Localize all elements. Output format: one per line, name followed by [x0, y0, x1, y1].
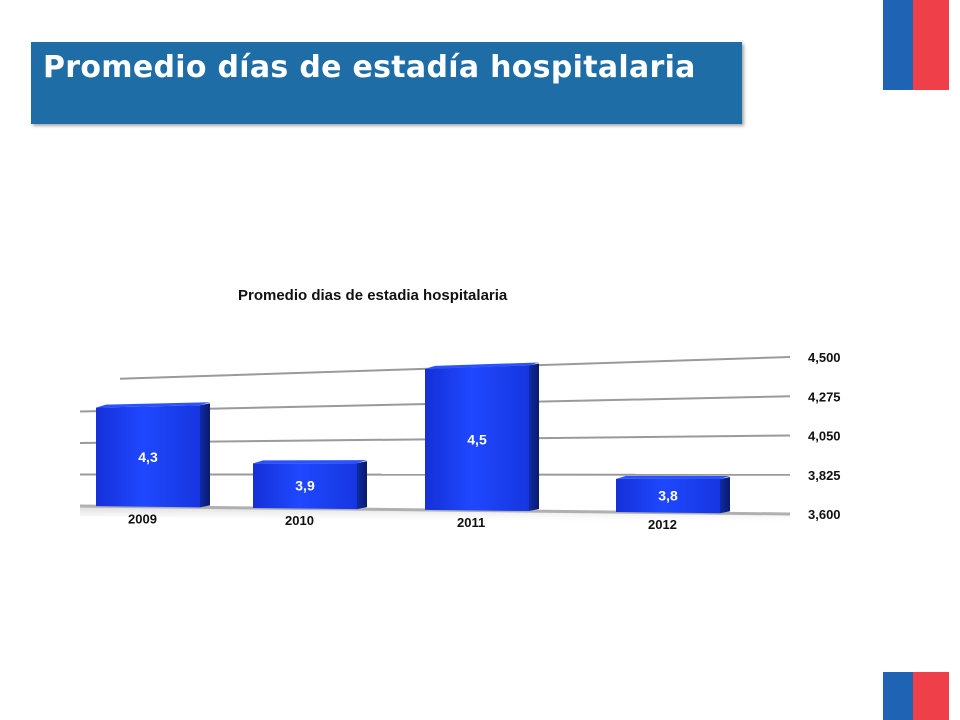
- flag-red-band: [913, 672, 949, 720]
- bar-side: [720, 477, 730, 514]
- floor-plane: [80, 506, 790, 524]
- bar-value-label: 3,9: [295, 478, 315, 494]
- bar-value-label: 3,8: [658, 487, 678, 503]
- bar-front: [96, 405, 200, 508]
- y-tick-label: 4,275: [808, 389, 841, 404]
- x-axis-categories: 2009 2010 2011 2012: [128, 511, 677, 532]
- slide-title: Promedio días de estadía hospitalaria: [43, 50, 696, 85]
- bar: 3,8: [616, 475, 730, 514]
- bar-side: [529, 363, 539, 512]
- x-category-label: 2011: [457, 515, 485, 530]
- bar-front: [616, 478, 720, 514]
- bar: 3,9: [253, 460, 367, 510]
- chart-floor: [80, 506, 790, 524]
- slide-title-banner: Promedio días de estadía hospitalaria: [31, 42, 742, 124]
- x-category-label: 2009: [128, 511, 157, 526]
- chart-title: Promedio dias de estadia hospitalaria: [238, 287, 508, 304]
- bar-top: [616, 475, 730, 480]
- bar-top: [253, 460, 367, 464]
- y-tick-label: 3,825: [808, 468, 841, 483]
- bar-value-label: 4,5: [467, 431, 487, 447]
- x-category-label: 2012: [648, 517, 677, 532]
- bar-top: [96, 402, 210, 408]
- flag-red-band: [913, 0, 949, 90]
- y-tick-label: 4,500: [808, 350, 841, 365]
- bar-value-label: 4,3: [138, 449, 158, 465]
- bar: 4,5: [425, 362, 539, 512]
- y-tick-label: 4,050: [808, 429, 841, 444]
- bar-side: [200, 403, 210, 508]
- flag-blue-band: [883, 672, 913, 720]
- flag-blue-band: [883, 0, 913, 90]
- chile-flag-stripe-bottom: [883, 672, 949, 720]
- bars: 4,3 3,9 4,5 3,8: [96, 362, 730, 514]
- bar-side: [357, 461, 367, 510]
- bar-front: [425, 365, 529, 512]
- x-category-label: 2010: [285, 513, 314, 528]
- y-tick-label: 3,600: [808, 507, 841, 522]
- bar: 4,3: [96, 402, 210, 508]
- y-axis-ticks: 3,600 3,825 4,050 4,275 4,500: [808, 350, 841, 522]
- bar-front: [253, 463, 357, 510]
- chile-flag-stripe-top: [883, 0, 949, 90]
- bar-top: [425, 362, 539, 369]
